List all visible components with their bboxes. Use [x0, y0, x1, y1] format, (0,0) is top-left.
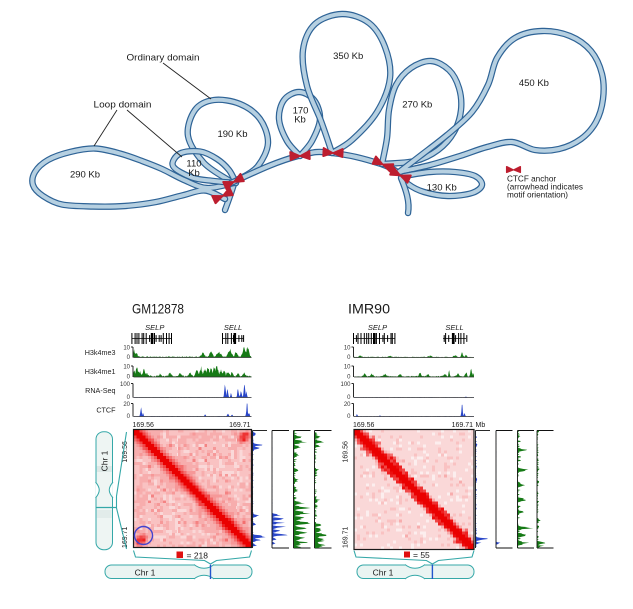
svg-text:10: 10 [344, 346, 351, 352]
svg-text:290 Kb: 290 Kb [70, 170, 100, 181]
svg-text:motif orientation): motif orientation) [507, 191, 568, 200]
svg-text:IMR90: IMR90 [348, 301, 390, 317]
svg-text:0: 0 [127, 414, 131, 420]
svg-text:0: 0 [347, 414, 351, 420]
svg-text:Chr 1: Chr 1 [373, 568, 394, 578]
svg-text:GM12878: GM12878 [132, 301, 184, 317]
svg-text:169.56: 169.56 [133, 422, 155, 429]
svg-text:Kb: Kb [294, 115, 306, 126]
svg-text:0: 0 [127, 375, 131, 381]
svg-text:169.56: 169.56 [353, 422, 375, 429]
svg-text:= 218: = 218 [187, 551, 209, 561]
svg-text:100: 100 [120, 382, 131, 388]
svg-text:SELL: SELL [224, 323, 242, 332]
svg-text:RNA-Seq: RNA-Seq [85, 386, 115, 395]
svg-text:0: 0 [127, 395, 131, 401]
svg-text:10: 10 [123, 365, 130, 371]
svg-text:Kb: Kb [188, 168, 200, 179]
svg-text:169.71: 169.71 [229, 422, 251, 429]
svg-text:0: 0 [347, 395, 351, 401]
svg-text:(arrowhead indicates: (arrowhead indicates [507, 183, 583, 192]
svg-text:Ordinary domain: Ordinary domain [127, 53, 200, 64]
svg-text:10: 10 [344, 365, 351, 371]
svg-text:190 Kb: 190 Kb [217, 129, 247, 140]
svg-text:169.71: 169.71 [452, 422, 474, 429]
svg-text:130 Kb: 130 Kb [427, 183, 457, 194]
svg-text:CTCF: CTCF [96, 406, 116, 415]
svg-text:H3k4me3: H3k4me3 [85, 348, 116, 357]
svg-text:Chr 1: Chr 1 [135, 568, 156, 578]
svg-text:SELP: SELP [368, 323, 387, 332]
svg-text:H3k4me1: H3k4me1 [85, 367, 116, 376]
svg-text:270 Kb: 270 Kb [402, 100, 432, 111]
svg-text:CTCF anchor: CTCF anchor [507, 175, 556, 184]
svg-text:Mb: Mb [476, 422, 486, 429]
svg-text:10: 10 [123, 346, 130, 352]
svg-text:450 Kb: 450 Kb [519, 78, 549, 89]
svg-text:170: 170 [293, 106, 309, 117]
svg-text:100: 100 [340, 382, 351, 388]
svg-text:= 55: = 55 [413, 550, 430, 560]
svg-text:20: 20 [344, 402, 351, 408]
svg-text:169.56: 169.56 [122, 441, 129, 463]
svg-text:Chr 1: Chr 1 [100, 450, 110, 471]
svg-text:169.71: 169.71 [343, 526, 350, 548]
svg-text:0: 0 [347, 355, 351, 361]
svg-text:169.56: 169.56 [343, 441, 350, 463]
svg-text:0: 0 [347, 375, 351, 381]
svg-text:SELL: SELL [445, 323, 463, 332]
svg-text:350 Kb: 350 Kb [333, 51, 363, 62]
svg-text:SELP: SELP [145, 323, 164, 332]
svg-text:Loop domain: Loop domain [94, 100, 152, 111]
svg-text:110: 110 [186, 159, 201, 170]
svg-text:20: 20 [123, 402, 130, 408]
svg-text:169.71: 169.71 [122, 526, 129, 548]
svg-text:0: 0 [127, 355, 131, 361]
